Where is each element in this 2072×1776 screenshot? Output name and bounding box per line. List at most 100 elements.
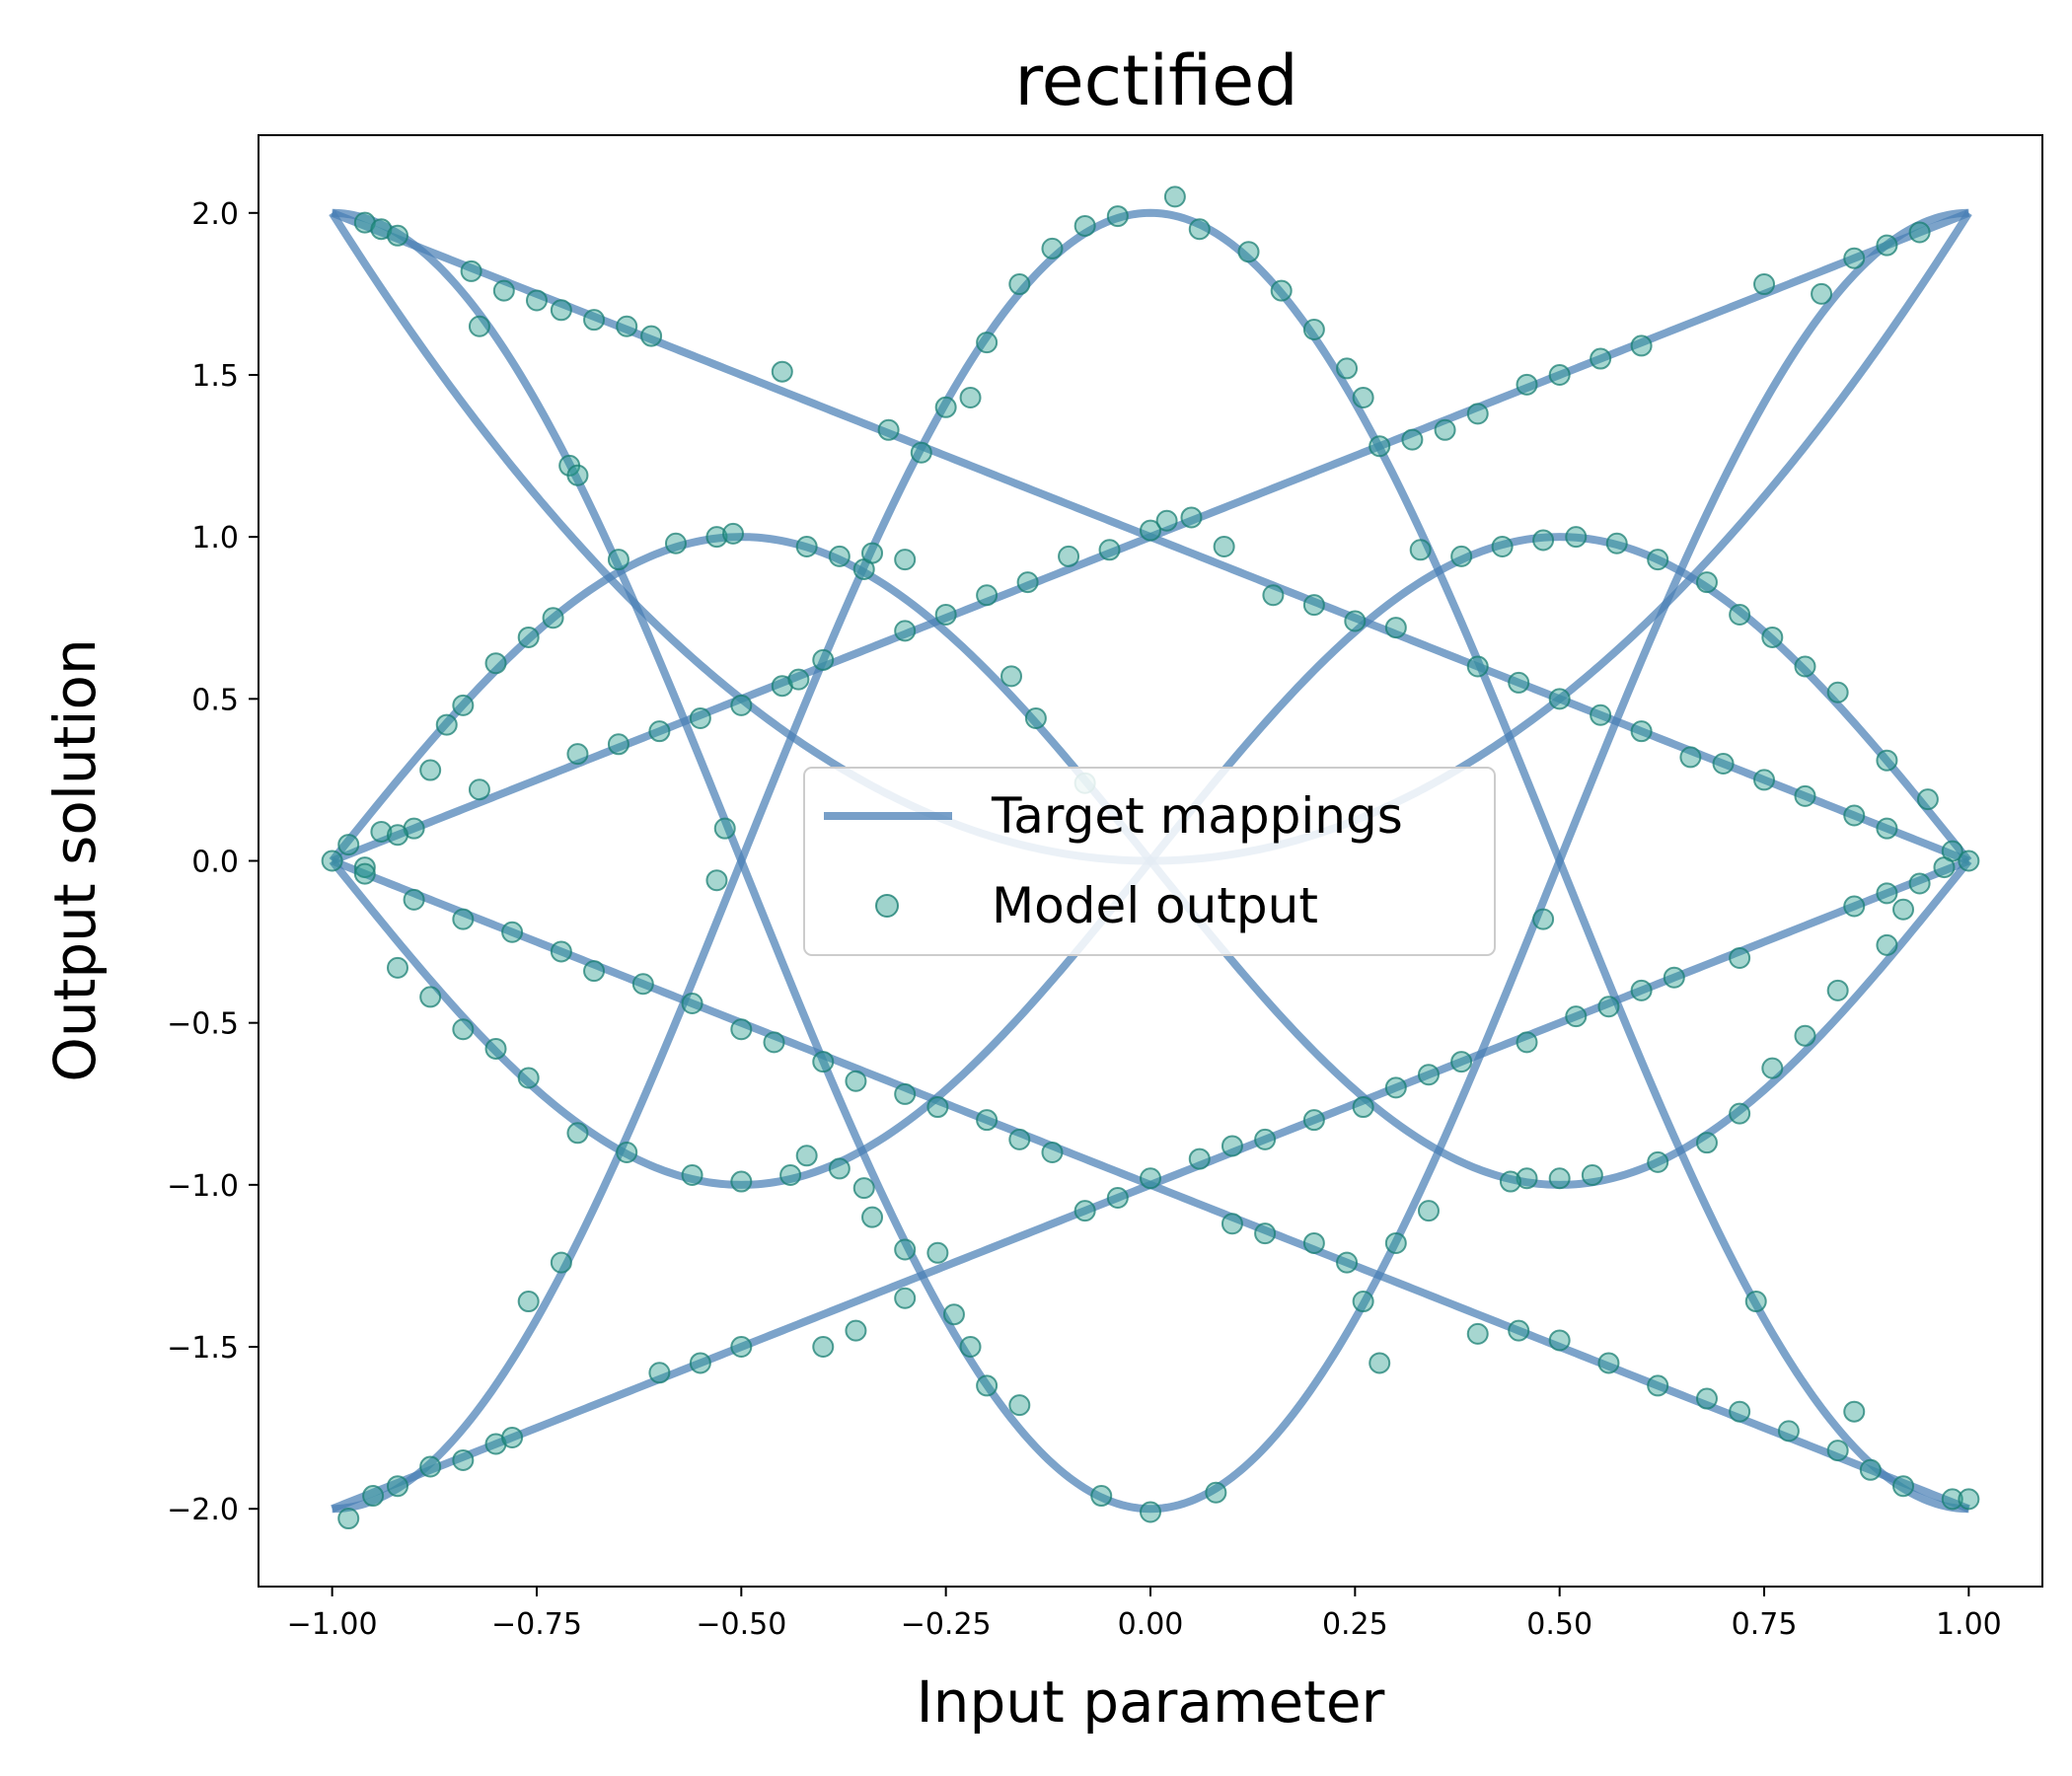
legend-box <box>803 767 1496 956</box>
x-tick-label: −1.00 <box>287 1607 378 1642</box>
model-output-point <box>452 694 475 716</box>
target-curve <box>331 209 1970 865</box>
model-output-point <box>1073 214 1096 237</box>
model-output-point <box>1417 1200 1440 1222</box>
model-output-point <box>1434 418 1456 441</box>
model-output-point <box>1221 1213 1243 1235</box>
model-output-point <box>616 315 638 337</box>
model-output-point <box>1090 1485 1113 1508</box>
model-output-point <box>1744 1291 1767 1313</box>
model-output-point <box>1491 536 1514 557</box>
model-output-point <box>1761 1057 1784 1079</box>
model-output-point <box>1409 539 1432 561</box>
target-curve <box>332 208 1969 1514</box>
model-output-point <box>1155 509 1178 532</box>
model-output-point <box>934 396 957 418</box>
model-output-point <box>386 1475 408 1498</box>
model-output-point <box>795 1145 818 1167</box>
model-output-point <box>1695 571 1718 594</box>
model-output-point <box>1213 536 1235 557</box>
model-output-point <box>468 315 490 337</box>
model-output-point <box>1106 1186 1129 1209</box>
model-output-point <box>1892 898 1915 921</box>
model-output-point <box>648 720 671 743</box>
model-output-point <box>1163 185 1186 208</box>
model-output-point <box>452 908 475 930</box>
model-output-point <box>1302 319 1325 341</box>
y-tick-label: 0.5 <box>191 683 239 717</box>
model-output-point <box>1466 655 1489 678</box>
model-output-point <box>1041 1142 1064 1164</box>
model-output-point <box>1516 1031 1538 1054</box>
model-output-point <box>1597 1352 1620 1374</box>
model-output-point <box>1548 1167 1571 1190</box>
model-output-point <box>1188 218 1211 241</box>
model-output-point <box>1352 1291 1374 1313</box>
model-output-point <box>583 960 606 983</box>
model-output-point <box>353 856 376 879</box>
model-output-point <box>1270 279 1293 302</box>
model-output-point <box>1695 1387 1718 1410</box>
model-output-point <box>583 309 606 332</box>
model-output-point <box>845 1070 867 1092</box>
model-output-point <box>1008 1128 1031 1150</box>
y-axis-label: Output solution <box>41 638 109 1082</box>
model-output-point <box>1221 1135 1243 1157</box>
model-output-point <box>370 820 393 843</box>
y-tick-label: 0.0 <box>191 846 239 880</box>
y-tick-label: −2.0 <box>167 1493 239 1527</box>
model-output-point <box>1729 603 1751 626</box>
model-output-point <box>812 648 835 671</box>
legend-label-model: Model output <box>992 877 1318 934</box>
model-output-point <box>1794 1024 1816 1047</box>
plot-area <box>321 185 1980 1530</box>
model-output-point <box>1753 769 1776 791</box>
model-output-point <box>550 299 572 322</box>
model-output-point <box>419 986 442 1008</box>
y-tick-label: −1.5 <box>167 1331 239 1366</box>
model-output-point <box>1532 908 1555 930</box>
model-output-point <box>812 1051 835 1073</box>
model-output-point <box>1647 549 1669 571</box>
model-output-point <box>894 549 917 571</box>
model-output-point <box>1565 526 1588 549</box>
model-output-point <box>1516 373 1538 396</box>
model-output-point <box>1073 1200 1096 1222</box>
x-tick-label: 1.00 <box>1936 1607 2002 1642</box>
x-tick-label: −0.25 <box>901 1607 992 1642</box>
model-output-point <box>386 224 408 247</box>
model-output-point <box>1008 1394 1031 1417</box>
model-output-point <box>1508 1319 1530 1342</box>
model-output-point <box>1384 1231 1407 1254</box>
model-output-point <box>1679 746 1702 769</box>
model-output-point <box>894 1238 917 1261</box>
model-output-point <box>337 1508 360 1530</box>
model-output-point <box>926 1241 949 1264</box>
model-output-point <box>1384 617 1407 639</box>
model-output-point <box>894 1287 917 1309</box>
model-output-point <box>452 1448 475 1471</box>
model-output-point <box>550 1251 572 1274</box>
legend-marker-swatch <box>875 894 899 918</box>
model-output-point <box>1892 1475 1915 1498</box>
model-output-point <box>1352 1096 1374 1119</box>
model-output-point <box>1450 545 1473 567</box>
model-output-point <box>1958 1488 1980 1511</box>
model-output-point <box>337 834 360 856</box>
legend-label-target: Target mappings <box>991 787 1403 845</box>
model-output-point <box>1843 247 1866 269</box>
model-output-point <box>1729 1400 1751 1423</box>
model-output-point <box>681 992 703 1014</box>
model-output-point <box>1729 1102 1751 1125</box>
y-tick-label: 2.0 <box>191 197 239 232</box>
model-output-point <box>1302 1231 1325 1254</box>
model-output-point <box>861 542 884 564</box>
model-output-point <box>705 869 728 892</box>
model-output-point <box>689 707 711 730</box>
x-tick-label: −0.50 <box>696 1607 786 1642</box>
model-output-point <box>1695 1132 1718 1154</box>
model-output-point <box>566 1122 589 1145</box>
model-output-point <box>1647 1374 1669 1397</box>
model-output-point <box>1180 506 1203 529</box>
model-output-point <box>525 289 548 312</box>
